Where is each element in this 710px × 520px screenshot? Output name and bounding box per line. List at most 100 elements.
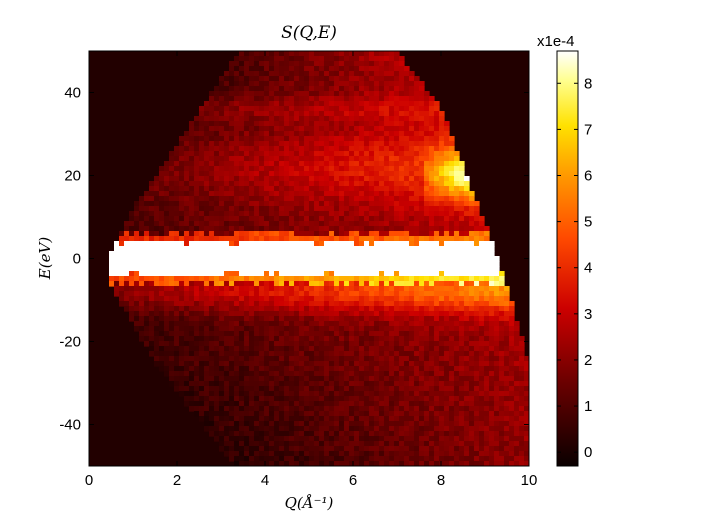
heatmap-cell [264,311,270,317]
heatmap-cell [304,71,310,77]
heatmap-cell [464,366,470,372]
heatmap-cell [244,66,250,72]
heatmap-cell [399,61,405,67]
heatmap-cell [244,421,250,427]
heatmap-cell [479,246,485,252]
heatmap-cell [399,131,405,137]
heatmap-cell [334,191,340,197]
heatmap-cell [414,201,420,207]
heatmap-cell [449,236,455,242]
heatmap-cell [414,261,420,267]
heatmap-cell [469,211,475,217]
heatmap-cell [499,391,505,397]
heatmap-cell [504,371,510,377]
heatmap-cell [329,291,335,297]
heatmap-cell [154,301,160,307]
heatmap-cell [409,406,415,412]
heatmap-cell [134,281,140,287]
heatmap-cell [219,361,225,367]
heatmap-cell [129,241,135,247]
heatmap-cell [384,91,390,97]
heatmap-cell [344,346,350,352]
heatmap-cell [329,141,335,147]
heatmap-cell [459,331,465,337]
heatmap-cell [129,281,135,287]
heatmap-cell [349,146,355,152]
heatmap-cell [429,211,435,217]
heatmap-cell [204,356,210,362]
heatmap-cell [379,421,385,427]
heatmap-cell [254,161,260,167]
heatmap-cell [324,411,330,417]
heatmap-cell [234,106,240,112]
heatmap-cell [489,361,495,367]
heatmap-cell [274,311,280,317]
heatmap-cell [314,86,320,92]
heatmap-cell [439,386,445,392]
heatmap-cell [399,161,405,167]
heatmap-cell [189,211,195,217]
heatmap-cell [434,156,440,162]
heatmap-cell [379,136,385,142]
heatmap-cell [169,151,175,157]
heatmap-cell [164,251,170,257]
heatmap-cell [169,261,175,267]
heatmap-cell [369,56,375,62]
heatmap-cell [219,336,225,342]
heatmap-cell [464,276,470,282]
heatmap-cell [154,291,160,297]
heatmap-cell [314,126,320,132]
heatmap-cell [299,151,305,157]
heatmap-cell [414,166,420,172]
heatmap-cell [419,411,425,417]
heatmap-cell [159,201,165,207]
heatmap-cell [159,211,165,217]
heatmap-cell [329,206,335,212]
heatmap-cell [159,356,165,362]
heatmap-cell [394,381,400,387]
heatmap-cell [354,121,360,127]
heatmap-cell [324,316,330,322]
heatmap-cell [244,111,250,117]
heatmap-cell [229,231,235,237]
heatmap-cell [234,276,240,282]
heatmap-cell [379,376,385,382]
heatmap-cell [329,61,335,67]
heatmap-cell [429,121,435,127]
heatmap-cell [229,131,235,137]
heatmap-cell [429,176,435,182]
heatmap-cell [504,301,510,307]
heatmap-cell [244,426,250,432]
heatmap-cell [224,341,230,347]
heatmap-cell [319,56,325,62]
heatmap-cell [434,351,440,357]
heatmap-cell [179,236,185,242]
heatmap-cell [229,196,235,202]
heatmap-cell [394,316,400,322]
heatmap-cell [414,221,420,227]
heatmap-cell [449,351,455,357]
heatmap-cell [309,311,315,317]
heatmap-cell [249,321,255,327]
heatmap-cell [319,311,325,317]
heatmap-cell [439,411,445,417]
heatmap-cell [514,361,520,367]
heatmap-cell [184,216,190,222]
heatmap-cell [479,351,485,357]
heatmap-cell [294,361,300,367]
heatmap-cell [419,151,425,157]
heatmap-cell [314,146,320,152]
heatmap-cell [339,381,345,387]
heatmap-cell [249,186,255,192]
heatmap-cell [284,371,290,377]
heatmap-cell [199,366,205,372]
heatmap-cell [384,216,390,222]
heatmap-cell [159,166,165,172]
heatmap-cell [414,311,420,317]
heatmap-cell [364,366,370,372]
heatmap-cell [179,341,185,347]
heatmap-cell [259,246,265,252]
heatmap-cell [304,391,310,397]
heatmap-cell [244,226,250,232]
heatmap-cell [264,121,270,127]
